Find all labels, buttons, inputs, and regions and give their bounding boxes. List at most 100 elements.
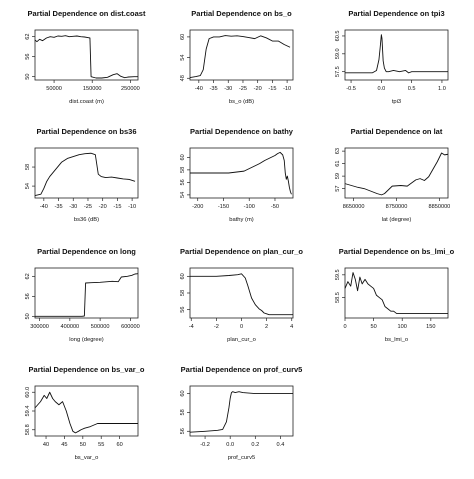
x-tick-label: 150 [426, 324, 435, 330]
x-tick-label: -2 [214, 324, 219, 330]
y-tick-label: 56 [25, 54, 31, 60]
panel-title: Partial Dependence on dist.coast [28, 9, 146, 18]
y-tick-label: 58 [180, 409, 186, 415]
x-axis-label: plan_cur_o [227, 337, 256, 343]
pd-panel-7: Partial Dependence on plan_cur_o -4 -2 0 2 4 5… [180, 247, 303, 343]
y-tick-label: 50 [25, 313, 31, 319]
x-tick-label: 4 [290, 324, 293, 330]
x-axis-label: bs36 (dB) [74, 217, 99, 223]
panel-title: Partial Dependence on bs_lmi_o [339, 247, 455, 256]
y-tick-label: 60 [180, 273, 186, 279]
pd-panel-9: Partial Dependence on bs_var_o 40 45 50 55 60… [25, 365, 145, 461]
x-tick-label: -0.5 [346, 86, 356, 92]
x-tick-label: 0.0 [377, 86, 385, 92]
pd-series-line [34, 391, 138, 434]
y-tick-label: 59.5 [335, 269, 341, 280]
x-tick-label: 0 [343, 324, 346, 330]
x-tick-label: -100 [244, 204, 255, 210]
y-tick-label: 58.5 [335, 292, 341, 303]
x-tick-label: -200 [192, 204, 203, 210]
pd-series-line [34, 35, 138, 79]
x-tick-label: 0 [240, 324, 243, 330]
y-tick-label: 58 [25, 164, 31, 170]
panel-title: Partial Dependence on plan_cur_o [180, 247, 303, 256]
x-axis-label: dist.coast (m) [69, 99, 104, 105]
x-tick-label: 50000 [46, 86, 62, 92]
x-tick-label: 0.0 [226, 442, 234, 448]
plot-frame [34, 29, 139, 81]
panel-title: Partial Dependence on long [37, 247, 136, 256]
plot-frame [34, 267, 139, 319]
y-tick-label: 57 [335, 186, 341, 192]
x-axis-label: bs_var_o [75, 455, 99, 461]
pd-panel-2: Partial Dependence on tpi3 -0.5 0.0 0.5 1.0 5… [335, 9, 449, 105]
pd-series-line [189, 391, 293, 433]
x-tick-label: -35 [209, 86, 217, 92]
x-tick-label: 55 [98, 442, 104, 448]
x-tick-label: 50 [80, 442, 86, 448]
x-tick-label: 45 [61, 442, 67, 448]
y-tick-label: 60 [180, 390, 186, 396]
y-tick-label: 59.0 [335, 48, 341, 59]
pd-panel-8: Partial Dependence on bs_lmi_o 0 50 100 150 5… [335, 247, 455, 343]
pd-series-line [344, 272, 448, 314]
x-tick-label: -15 [268, 86, 276, 92]
x-axis-label: tpi3 [392, 99, 401, 105]
y-tick-label: 63 [335, 148, 341, 154]
x-tick-label: -10 [283, 86, 291, 92]
x-tick-label: 40 [43, 442, 49, 448]
pd-series-line [345, 34, 448, 74]
y-tick-label: 48 [180, 75, 186, 81]
plot-frame [189, 29, 294, 81]
y-tick-label: 58.8 [25, 424, 31, 435]
pd-panel-0: Partial Dependence on dist.coast 50000 150… [25, 9, 146, 105]
pd-panel-4: Partial Dependence on bathy -200 -150 -100 -… [180, 127, 294, 223]
panel-title: Partial Dependence on bathy [190, 127, 294, 136]
x-tick-label: -30 [224, 86, 232, 92]
x-tick-label: 0.4 [277, 442, 285, 448]
plot-frame [189, 385, 294, 437]
y-tick-label: 60.0 [25, 387, 31, 398]
x-axis-label: bathy (m) [229, 217, 254, 223]
y-tick-label: 50 [25, 74, 31, 80]
y-tick-label: 58 [180, 290, 186, 296]
x-tick-label: -20 [254, 86, 262, 92]
x-tick-label: -40 [40, 204, 48, 210]
pd-series-line [190, 273, 293, 316]
y-tick-label: 60.5 [335, 31, 341, 42]
y-tick-label: 56 [25, 293, 31, 299]
y-tick-label: 58 [180, 167, 186, 173]
x-axis-label: bs_lmi_o [385, 337, 408, 343]
x-tick-label: -25 [239, 86, 247, 92]
pd-series-line [344, 152, 449, 196]
y-tick-label: 59 [335, 173, 341, 179]
pd-panel-6: Partial Dependence on long 300000 400000 50… [25, 247, 140, 343]
plot-frame [344, 267, 449, 319]
x-axis-label: bs_o (dB) [229, 99, 254, 105]
x-tick-label: 100 [398, 324, 407, 330]
x-tick-label: 150000 [83, 86, 102, 92]
x-tick-label: 400000 [61, 324, 80, 330]
x-tick-label: 300000 [30, 324, 49, 330]
x-tick-label: 8750000 [386, 204, 408, 210]
y-tick-label: 56 [180, 179, 186, 185]
x-tick-label: -50 [271, 204, 279, 210]
x-tick-label: -4 [189, 324, 194, 330]
y-tick-label: 60 [180, 34, 186, 40]
panel-title: Partial Dependence on lat [351, 127, 443, 136]
y-tick-label: 56 [180, 428, 186, 434]
x-tick-label: 250000 [121, 86, 140, 92]
plot-frame [344, 147, 449, 199]
panel-title: Partial Dependence on bs_o [191, 9, 292, 18]
y-tick-label: 62 [25, 273, 31, 279]
panel-title: Partial Dependence on bs36 [36, 127, 136, 136]
x-tick-label: 2 [265, 324, 268, 330]
x-tick-label: -10 [128, 204, 136, 210]
pd-series-line [34, 152, 136, 197]
plot-frame [344, 29, 449, 81]
panel-title: Partial Dependence on prof_curv5 [181, 365, 303, 374]
x-tick-label: -150 [218, 204, 229, 210]
pd-series-line [35, 273, 139, 317]
y-tick-label: 61 [335, 161, 341, 167]
x-tick-label: -20 [99, 204, 107, 210]
